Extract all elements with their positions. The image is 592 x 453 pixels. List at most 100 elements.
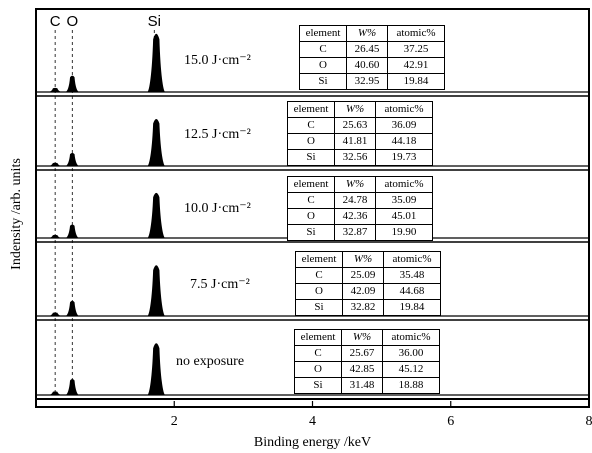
- spectrum-peak: [147, 265, 166, 316]
- table-cell: O: [299, 57, 347, 74]
- table-row: O 42.09 44.68: [295, 283, 441, 300]
- spectrum-peak: [65, 75, 80, 92]
- table-cell: 44.68: [383, 283, 441, 300]
- spectrum-peak: [147, 119, 166, 166]
- table-cell: Si: [295, 299, 343, 316]
- spectrum-peak: [48, 391, 63, 395]
- table-header-cell: element: [287, 176, 335, 193]
- table-cell: O: [295, 283, 343, 300]
- table-header-cell: W%: [334, 176, 376, 193]
- table-cell: 35.09: [375, 192, 433, 209]
- table-cell: O: [287, 133, 335, 150]
- x-tick-label: 4: [309, 414, 316, 429]
- x-tick-label: 8: [586, 414, 592, 429]
- spectrum-peak: [48, 87, 63, 92]
- table-cell: 32.56: [334, 149, 376, 166]
- table-cell: 32.82: [342, 299, 384, 316]
- panel-condition-label: no exposure: [176, 354, 245, 369]
- table-cell: 44.18: [375, 133, 433, 150]
- table-row: C 25.67 36.00: [294, 345, 440, 362]
- table-header-cell: W%: [334, 101, 376, 118]
- table-row: Si 32.87 19.90: [287, 224, 433, 241]
- table-header-cell: element: [294, 329, 342, 346]
- table-cell: 42.36: [334, 208, 376, 225]
- table-cell: 42.91: [387, 57, 445, 74]
- table-cell: 36.00: [382, 345, 440, 362]
- table-cell: 24.78: [334, 192, 376, 209]
- table-cell: Si: [287, 224, 335, 241]
- table-cell: 42.09: [342, 283, 384, 300]
- table-cell: C: [287, 192, 335, 209]
- table-header-cell: atomic%: [375, 101, 433, 118]
- table-row: O 40.60 42.91: [299, 57, 445, 74]
- table-header-cell: element: [295, 251, 343, 268]
- table-row: C 24.78 35.09: [287, 192, 433, 209]
- table-cell: 19.90: [375, 224, 433, 241]
- spectrum-peak: [147, 343, 166, 395]
- peak-label: C: [50, 13, 61, 30]
- table-row: O 42.85 45.12: [294, 361, 440, 378]
- panel-condition-label: 7.5 J·cm⁻²: [190, 277, 250, 292]
- table-header-row: element W% atomic%: [287, 176, 433, 193]
- table-row: Si 31.48 18.88: [294, 377, 440, 394]
- table-cell: O: [294, 361, 342, 378]
- table-header-cell: W%: [346, 25, 388, 42]
- table-row: O 41.81 44.18: [287, 133, 433, 150]
- spectrum-peak: [48, 234, 63, 238]
- table-cell: C: [294, 345, 342, 362]
- panel-condition-label: 12.5 J·cm⁻²: [184, 127, 251, 142]
- table-row: C 25.09 35.48: [295, 267, 441, 284]
- table-header-cell: element: [299, 25, 347, 42]
- table-cell: 35.48: [383, 267, 441, 284]
- table-cell: 19.84: [387, 73, 445, 90]
- spectrum-peak: [65, 152, 80, 166]
- table-header-cell: W%: [342, 251, 384, 268]
- table-row: Si 32.95 19.84: [299, 73, 445, 90]
- table-cell: 45.01: [375, 208, 433, 225]
- table-cell: C: [299, 41, 347, 58]
- table-cell: Si: [294, 377, 342, 394]
- table-cell: 32.95: [346, 73, 388, 90]
- table-header-cell: W%: [341, 329, 383, 346]
- table-header-row: element W% atomic%: [294, 329, 440, 346]
- table-cell: Si: [299, 73, 347, 90]
- peak-label: O: [66, 13, 78, 30]
- table-cell: 37.25: [387, 41, 445, 58]
- composition-table: element W% atomic% C 25.67 36.00 O 42.85 45.12 Si…: [294, 329, 440, 394]
- spectrum-peak: [65, 224, 80, 238]
- panel-condition-label: 15.0 J·cm⁻²: [184, 53, 251, 68]
- table-cell: 25.67: [341, 345, 383, 362]
- table-header-row: element W% atomic%: [295, 251, 441, 268]
- spectrum-peak: [48, 162, 63, 166]
- table-cell: 40.60: [346, 57, 388, 74]
- table-header-row: element W% atomic%: [287, 101, 433, 118]
- spectrum-peak: [147, 192, 166, 238]
- table-row: Si 32.56 19.73: [287, 149, 433, 166]
- table-header-cell: atomic%: [375, 176, 433, 193]
- table-cell: 18.88: [382, 377, 440, 394]
- composition-table: element W% atomic% C 24.78 35.09 O 42.36 45.01 Si…: [287, 176, 433, 241]
- peak-label: Si: [148, 13, 161, 30]
- table-cell: 45.12: [382, 361, 440, 378]
- table-row: C 25.63 36.09: [287, 117, 433, 134]
- table-cell: 31.48: [341, 377, 383, 394]
- table-cell: 36.09: [375, 117, 433, 134]
- x-tick-label: 6: [447, 414, 454, 429]
- table-cell: 25.63: [334, 117, 376, 134]
- table-cell: Si: [287, 149, 335, 166]
- table-cell: C: [295, 267, 343, 284]
- composition-table: element W% atomic% C 26.45 37.25 O 40.60 42.91 Si…: [299, 25, 445, 90]
- composition-table: element W% atomic% C 25.09 35.48 O 42.09 44.68 Si…: [295, 251, 441, 316]
- table-header-cell: element: [287, 101, 335, 118]
- composition-table: element W% atomic% C 25.63 36.09 O 41.81 44.18 Si…: [287, 101, 433, 166]
- spectrum-peak: [65, 300, 80, 316]
- table-row: O 42.36 45.01: [287, 208, 433, 225]
- panel-condition-label: 10.0 J·cm⁻²: [184, 201, 251, 216]
- table-header-row: element W% atomic%: [299, 25, 445, 42]
- table-row: Si 32.82 19.84: [295, 299, 441, 316]
- table-cell: 32.87: [334, 224, 376, 241]
- table-cell: 19.84: [383, 299, 441, 316]
- spectrum-peak: [65, 378, 80, 395]
- table-header-cell: atomic%: [383, 251, 441, 268]
